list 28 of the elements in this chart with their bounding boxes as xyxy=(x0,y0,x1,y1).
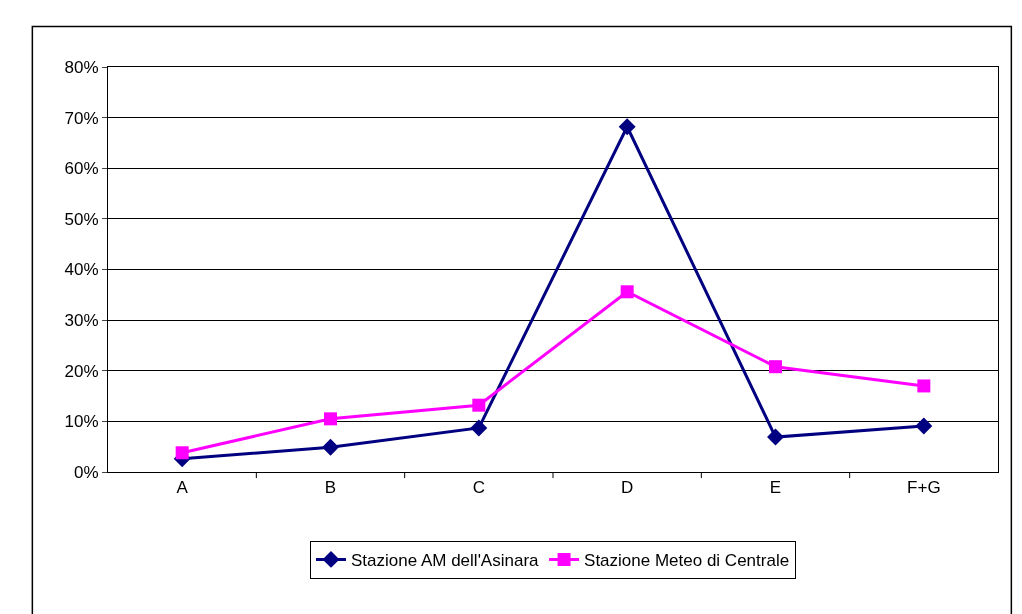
y-tick-label: 10% xyxy=(64,412,99,432)
point xyxy=(917,379,931,393)
y-tick-label: 60% xyxy=(64,159,99,179)
y-tick-label: 70% xyxy=(64,108,99,128)
legend-label: Stazione AM dell'Asinara xyxy=(351,551,540,571)
point xyxy=(769,360,782,374)
x-tick-label: E xyxy=(769,478,782,498)
y-tick-label: 0% xyxy=(74,462,99,482)
x-tick-label: A xyxy=(176,478,189,498)
y-tick-label: 40% xyxy=(64,260,99,280)
y-tick-label: 20% xyxy=(64,361,99,381)
y-tick-label: 50% xyxy=(64,209,99,229)
point xyxy=(324,412,337,426)
point xyxy=(175,446,189,460)
point xyxy=(322,438,339,456)
y-tick-label: 30% xyxy=(64,311,99,331)
x-tick-label: D xyxy=(621,478,634,498)
point xyxy=(618,118,636,136)
point xyxy=(620,285,634,299)
point xyxy=(470,419,488,437)
x-tick-label: B xyxy=(324,478,337,498)
point xyxy=(915,417,933,435)
y-tick-label: 80% xyxy=(64,57,99,77)
point xyxy=(767,428,784,446)
x-tick-label: F+G xyxy=(907,478,941,498)
x-tick-label: C xyxy=(472,478,485,498)
point xyxy=(472,398,486,412)
legend-label: Stazione Meteo di Centrale xyxy=(584,551,790,571)
